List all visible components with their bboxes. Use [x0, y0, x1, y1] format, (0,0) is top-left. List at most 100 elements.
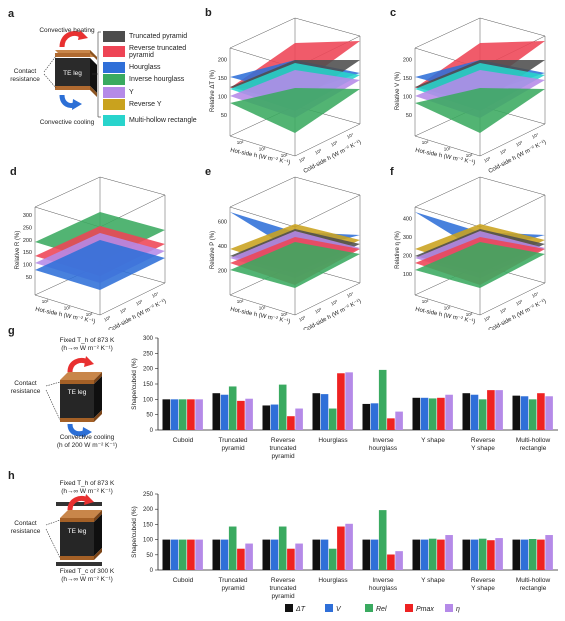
category-label: pyramid [221, 445, 245, 452]
legend-a-swatch [103, 30, 125, 42]
bar [270, 539, 279, 570]
bar [170, 539, 179, 570]
z-axis-label: Relative P (%) [210, 231, 216, 269]
h-top-label: Fixed T_h of 873 K [59, 480, 115, 487]
bar [228, 386, 237, 430]
z-tick: 50 [26, 275, 32, 281]
legend-a-swatch [103, 99, 125, 110]
bar [470, 539, 479, 570]
bar [470, 394, 479, 430]
surface-layer [230, 242, 360, 288]
bar [495, 390, 503, 430]
legend-a-label: Reverse truncated pyramid [129, 44, 187, 59]
z-axis-label: Relative η (%) [395, 231, 401, 269]
bar [262, 539, 271, 570]
bar [445, 535, 453, 570]
z-tick: 600 [218, 219, 227, 225]
surface-layer [415, 88, 545, 133]
legend-a-label: Y [129, 88, 134, 96]
cold-tick: 10³ [330, 140, 339, 148]
surface-layer [35, 240, 165, 290]
heat-arrowhead-h [84, 494, 94, 505]
hot-tick: 10³ [422, 299, 429, 304]
bar [162, 539, 171, 570]
panel-label-h: h [8, 470, 15, 482]
bar [328, 408, 337, 430]
bar [212, 393, 221, 430]
g-bottom-label: Convective cooling [59, 434, 115, 441]
category-label: pyramid [271, 593, 295, 600]
category-label: hourglass [369, 585, 398, 592]
bar [512, 395, 521, 430]
bar [395, 551, 403, 570]
z-tick: 100 [403, 272, 412, 278]
heating-label-a: Convective heating [39, 27, 95, 34]
bar [537, 393, 545, 430]
legend-a-item: Reverse truncated pyramid [103, 43, 201, 61]
bar [437, 397, 445, 430]
cold-tick: 10⁴ [531, 132, 540, 140]
category-label: Inverse [372, 577, 394, 584]
bar [520, 539, 529, 570]
panel-label-g: g [8, 325, 15, 337]
hot-tick: 10³ [237, 299, 244, 304]
z-tick: 200 [403, 253, 412, 259]
y-tick-label: 200 [143, 507, 154, 513]
h-contact-label: Contact resistance [10, 520, 41, 535]
bar [528, 538, 537, 570]
z-tick: 300 [23, 213, 32, 219]
panel-label-d: d [10, 166, 17, 178]
z-axis-label: Relative V (%) [395, 72, 401, 110]
y-tick-label: 250 [143, 492, 154, 498]
legend-a-item: Inverse hourglass [103, 74, 184, 86]
legend-a-item: Hourglass [103, 61, 161, 73]
category-label: Cuboid [173, 577, 194, 584]
bar [178, 399, 187, 430]
bar-chart-h: 0 50 100 150 200 250 Shape/cuboid (%) Cuboid Tru… [131, 492, 558, 600]
z-tick: 50 [406, 113, 412, 119]
hot-tick: 10³ [64, 306, 71, 311]
bar [462, 539, 471, 570]
category-label: Truncated [218, 437, 247, 444]
hot-tick: 10³ [444, 306, 451, 311]
hot-tick: 10³ [281, 312, 288, 317]
bar [170, 399, 179, 430]
bar [478, 538, 487, 570]
cold-tick: 10³ [483, 315, 492, 323]
legend-a-label: Multi-hollow rectangle [129, 116, 197, 124]
bar [287, 548, 295, 570]
bar [295, 408, 303, 430]
h-top-label2: (h→∞ W m⁻² K⁻¹) [61, 488, 113, 495]
hot-tick: 10³ [259, 306, 266, 311]
z-tick: 200 [23, 238, 32, 244]
category-label: Multi-hollow [516, 577, 551, 584]
te-leg-a [55, 50, 97, 97]
heat-arrowhead-g [84, 356, 94, 367]
cool-arrowhead-g [82, 427, 92, 438]
bar-legend-label: V [336, 606, 342, 613]
bar [478, 399, 487, 430]
hot-tick: 10³ [444, 147, 451, 152]
bar [178, 539, 187, 570]
z-tick: 250 [23, 226, 32, 232]
category-label: Y shape [421, 577, 445, 584]
bar [545, 535, 553, 570]
hot-tick: 10³ [422, 140, 429, 145]
y-tick-label: 300 [143, 336, 154, 342]
bar-legend-swatch [365, 604, 373, 612]
bar [487, 540, 495, 570]
bar-legend-swatch [445, 604, 453, 612]
bar [512, 539, 521, 570]
bar [437, 539, 445, 570]
bar [487, 390, 495, 430]
y-tick-label: 50 [146, 553, 153, 559]
bar-legend-label: ΔT [295, 606, 306, 613]
bar [537, 539, 545, 570]
z-tick: 150 [403, 76, 412, 82]
category-label: Reverse [471, 437, 496, 444]
category-label: rectangle [520, 585, 547, 592]
